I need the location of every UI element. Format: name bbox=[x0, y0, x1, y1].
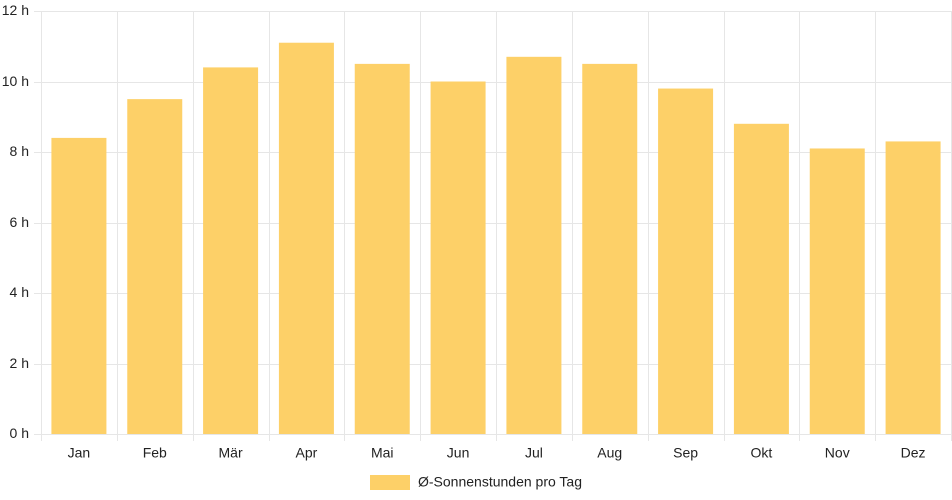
bar-sep[interactable] bbox=[658, 88, 714, 435]
y-tick-label: 6 h bbox=[10, 214, 29, 230]
bar-okt[interactable] bbox=[733, 123, 789, 435]
bar-jan[interactable] bbox=[51, 137, 107, 434]
x-tick-label: Apr bbox=[296, 445, 318, 461]
bar-mär[interactable] bbox=[203, 67, 259, 435]
legend[interactable]: Ø-Sonnenstunden pro Tag bbox=[370, 474, 582, 490]
legend-label[interactable]: Ø-Sonnenstunden pro Tag bbox=[418, 474, 582, 490]
bar-mai[interactable] bbox=[354, 63, 410, 434]
grid-lines bbox=[34, 11, 952, 441]
bar-nov[interactable] bbox=[809, 148, 865, 434]
x-tick-label: Okt bbox=[751, 445, 773, 461]
y-tick-label: 0 h bbox=[10, 425, 29, 441]
x-tick-label: Sep bbox=[673, 445, 698, 461]
x-tick-label: Feb bbox=[143, 445, 167, 461]
bar-jun[interactable] bbox=[430, 81, 486, 435]
x-tick-label: Aug bbox=[597, 445, 622, 461]
y-tick-label: 8 h bbox=[10, 143, 29, 159]
x-tick-label: Jan bbox=[68, 445, 91, 461]
x-tick-label: Mai bbox=[371, 445, 394, 461]
x-tick-label: Nov bbox=[825, 445, 850, 461]
bars bbox=[51, 42, 941, 435]
axes: 0 h 2 h 4 h 6 h 8 h 10 h 12 h Jan Feb Mär Apr Mai Ju… bbox=[2, 2, 926, 461]
legend-swatch[interactable] bbox=[370, 475, 410, 490]
y-tick-label: 4 h bbox=[10, 284, 29, 300]
bar-aug[interactable] bbox=[582, 63, 638, 434]
bar-dez[interactable] bbox=[885, 141, 941, 435]
x-tick-label: Jul bbox=[525, 445, 543, 461]
bar-feb[interactable] bbox=[127, 99, 183, 434]
y-tick-label: 12 h bbox=[2, 2, 29, 18]
y-tick-label: 10 h bbox=[2, 73, 29, 89]
x-tick-label: Jun bbox=[447, 445, 470, 461]
x-tick-label: Mär bbox=[219, 445, 243, 461]
x-tick-label: Dez bbox=[901, 445, 926, 461]
y-tick-label: 2 h bbox=[10, 355, 29, 371]
bar-apr[interactable] bbox=[278, 42, 334, 434]
bar-jul[interactable] bbox=[506, 56, 562, 434]
